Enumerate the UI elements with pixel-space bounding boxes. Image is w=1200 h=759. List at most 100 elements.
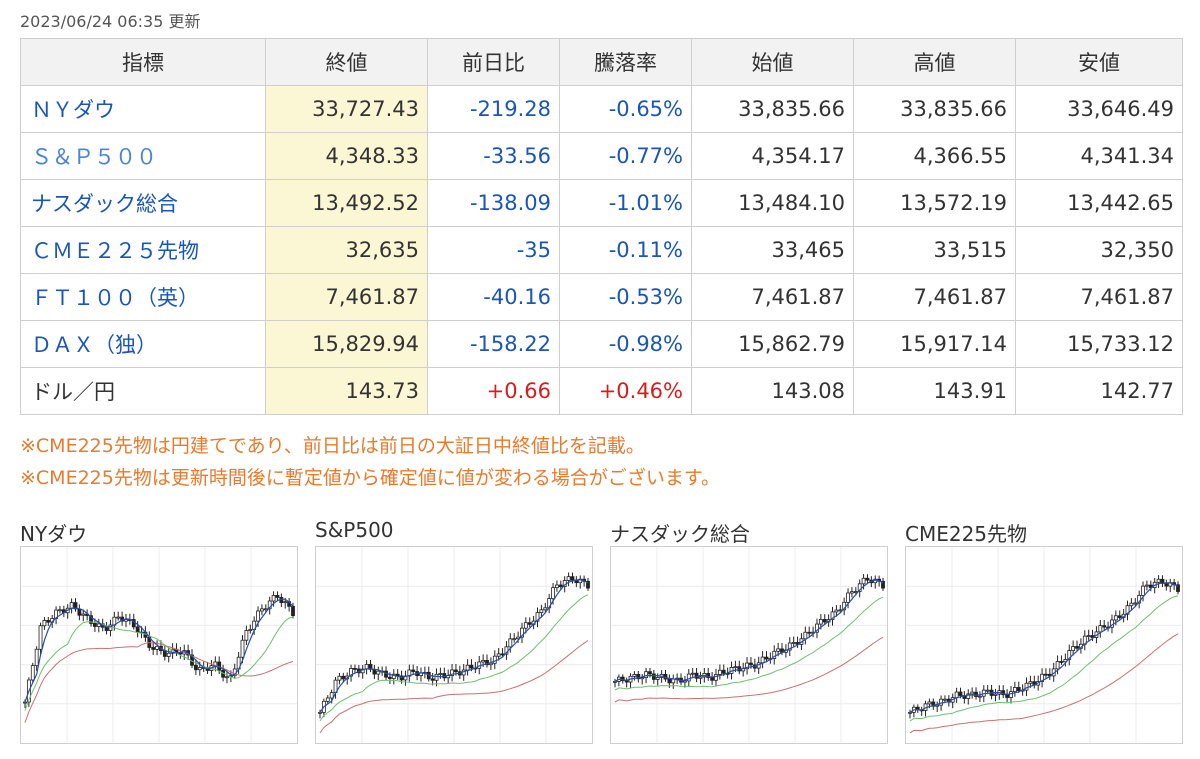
candle-body — [96, 623, 101, 627]
chart-thumbnail[interactable] — [610, 546, 888, 744]
candle-body — [636, 674, 641, 680]
candle-body — [337, 675, 342, 681]
candle-body — [551, 587, 555, 600]
low-value: 15,733.12 — [1015, 320, 1183, 368]
high-value: 33,835.66 — [853, 85, 1016, 133]
candle-body — [667, 678, 672, 684]
table-row: ＣＭＥ２２５先物 32,635 -35 -0.11% 33,465 33,515… — [20, 226, 1183, 274]
rate-value: -0.53% — [559, 273, 692, 321]
candle-body — [492, 655, 497, 664]
candle-body — [42, 620, 47, 627]
candle-body — [388, 676, 392, 679]
candle-body — [931, 701, 936, 707]
candle-body — [970, 691, 975, 695]
index-link-nasdaq[interactable]: ナスダック総合 — [20, 179, 266, 227]
candle-body — [807, 631, 812, 634]
candle-body — [1016, 687, 1021, 691]
header-open: 始値 — [691, 38, 854, 86]
candle-body — [391, 673, 396, 679]
open-value: 7,461.87 — [691, 273, 854, 321]
table-row: ドル／円 143.73 +0.66 +0.46% 143.08 143.91 1… — [20, 367, 1183, 415]
close-value: 15,829.94 — [265, 320, 428, 368]
candle-body — [1125, 605, 1130, 615]
rate-value: -0.98% — [559, 320, 692, 368]
candle-body — [58, 609, 62, 612]
candle-body — [193, 664, 198, 671]
candle-body — [1102, 625, 1107, 628]
table-row: Ｓ＆Ｐ５００ 4,348.33 -33.56 -0.77% 4,354.17 4… — [20, 132, 1183, 180]
chart-thumbnail[interactable] — [905, 546, 1183, 744]
candle-body — [881, 580, 885, 589]
chart-thumbnail[interactable] — [20, 546, 298, 744]
candle-body — [865, 577, 870, 581]
low-value: 13,442.65 — [1015, 179, 1183, 227]
rate-value: -0.65% — [559, 85, 692, 133]
candle-body — [733, 666, 738, 669]
candle-body — [706, 673, 711, 678]
index-link-sp500[interactable]: Ｓ＆Ｐ５００ — [20, 132, 266, 180]
header-rate: 騰落率 — [559, 38, 692, 86]
candle-body — [263, 608, 268, 611]
candle-body — [30, 665, 35, 681]
candle-body — [93, 623, 97, 627]
close-value: 7,461.87 — [265, 273, 428, 321]
candle-body — [419, 672, 423, 677]
candle-body — [772, 650, 777, 659]
chart-title: ナスダック総合 — [610, 522, 750, 546]
candle-body — [450, 669, 454, 676]
candle-body — [974, 691, 978, 697]
change-value: -138.09 — [427, 179, 560, 227]
candle-body — [710, 677, 715, 681]
candle-body — [349, 668, 353, 677]
chart-panel-nydow: NYダウ — [20, 518, 298, 744]
chart-panel-nasdaq: ナスダック総合 — [610, 518, 888, 744]
close-value: 33,727.43 — [265, 85, 428, 133]
header-close: 終値 — [265, 38, 428, 86]
candle-body — [985, 689, 990, 692]
candle-body — [683, 680, 687, 683]
candle-body — [846, 592, 850, 603]
chart-thumbnail[interactable] — [315, 546, 593, 744]
candle-body — [469, 664, 474, 669]
index-link-dax[interactable]: ＤＡＸ（独） — [20, 320, 266, 368]
candle-body — [838, 609, 843, 612]
candle-body — [791, 642, 796, 644]
candle-body — [256, 610, 260, 622]
low-value: 4,341.34 — [1015, 132, 1183, 180]
candle-body — [1176, 584, 1180, 592]
change-value: +0.66 — [427, 367, 560, 415]
candle-body — [644, 671, 648, 678]
chart-svg — [611, 547, 887, 743]
high-value: 7,461.87 — [853, 273, 1016, 321]
index-link-nydow[interactable]: ＮＹダウ — [20, 85, 266, 133]
candle-body — [69, 602, 74, 609]
candle-body — [632, 674, 637, 677]
table-header-row: 指標 終値 前日比 騰落率 始値 高値 安値 — [20, 38, 1183, 86]
candle-body — [834, 609, 839, 613]
market-index-table: 指標 終値 前日比 騰落率 始値 高値 安値 ＮＹダウ 33,727.43 -2… — [20, 38, 1183, 415]
candle-body — [124, 619, 128, 622]
candle-body — [1148, 584, 1153, 588]
candle-body — [166, 652, 171, 657]
close-value: 13,492.52 — [265, 179, 428, 227]
candle-body — [89, 615, 93, 624]
candle-body — [508, 638, 513, 648]
candle-body — [244, 630, 249, 641]
index-link-cme225[interactable]: ＣＭＥ２２５先物 — [20, 226, 266, 274]
index-link-ft100[interactable]: ＦＴ１００（英） — [20, 273, 266, 321]
candle-body — [1156, 578, 1161, 583]
candle-body — [411, 669, 416, 672]
candle-body — [640, 677, 645, 680]
table-row: ＤＡＸ（独） 15,829.94 -158.22 -0.98% 15,862.7… — [20, 320, 1183, 368]
candle-body — [248, 629, 253, 631]
high-value: 13,572.19 — [853, 179, 1016, 227]
change-value: -40.16 — [427, 273, 560, 321]
header-low: 安値 — [1015, 38, 1183, 86]
chart-svg — [21, 547, 297, 743]
candle-body — [1117, 615, 1122, 618]
candle-body — [787, 642, 792, 651]
candle-body — [1005, 694, 1010, 698]
candle-body — [535, 612, 540, 622]
candle-body — [543, 607, 548, 611]
table-row: ＦＴ１００（英） 7,461.87 -40.16 -0.53% 7,461.87… — [20, 273, 1183, 321]
